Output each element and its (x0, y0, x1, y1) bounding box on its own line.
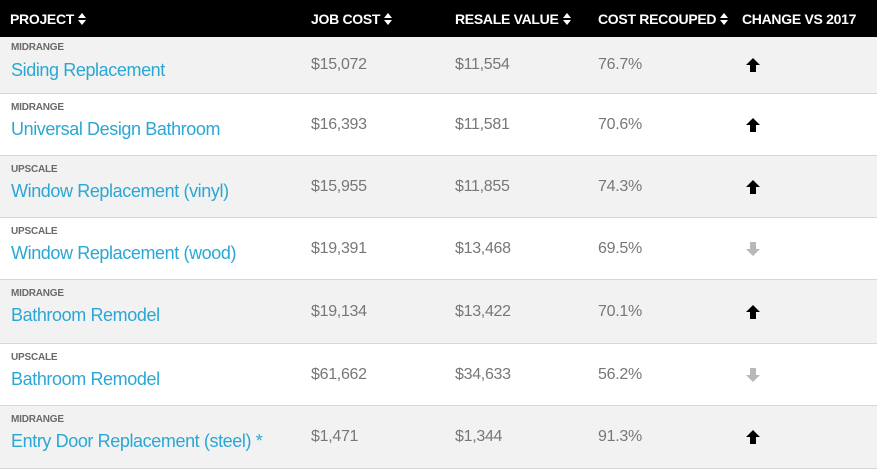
column-header-change-label: CHANGE VS 2017 (742, 11, 857, 27)
project-tier: MIDRANGE (11, 414, 64, 425)
project-tier: UPSCALE (11, 226, 58, 237)
column-header-resale-value[interactable]: RESALE VALUE (455, 11, 571, 27)
column-header-job-cost[interactable]: JOB COST (311, 11, 393, 27)
project-tier: MIDRANGE (11, 42, 64, 53)
cost-recouped-value: 69.5% (598, 239, 642, 257)
resale-value: $1,344 (455, 428, 503, 445)
column-header-change: CHANGE VS 2017 (742, 11, 856, 27)
job-cost-value: $16,393 (311, 115, 367, 133)
arrow-up-icon (746, 117, 760, 132)
project-name-link[interactable]: Window Replacement (wood) (11, 243, 237, 263)
cost-recouped-value: 56.2% (598, 365, 642, 383)
cost-recouped-value: 74.3% (598, 177, 642, 195)
column-header-resale-value-label: RESALE VALUE (455, 11, 559, 27)
project-tier: UPSCALE (11, 164, 58, 175)
table-row: UPSCALE Window Replacement (wood) $19,391 $… (0, 218, 877, 280)
project-tier: UPSCALE (11, 352, 58, 363)
table-header-row: PROJECT JOB COST RESALE VALUE COST RECOU… (0, 0, 877, 37)
job-cost-value: $15,955 (311, 177, 367, 195)
project-name-link[interactable]: Entry Door Replacement (steel) * (11, 431, 263, 451)
column-header-cost-recouped[interactable]: COST RECOUPED (598, 11, 729, 27)
job-cost-value: $61,662 (311, 365, 367, 383)
job-cost-value: $1,471 (311, 428, 359, 445)
sort-icon (78, 13, 87, 25)
table-row: MIDRANGE Entry Door Replacement (steel) *… (0, 406, 877, 469)
arrow-up-icon (746, 58, 760, 72)
arrow-up-icon (746, 179, 760, 194)
resale-value: $11,855 (455, 177, 510, 195)
column-header-project[interactable]: PROJECT (10, 11, 87, 27)
arrow-down-icon (746, 367, 760, 382)
resale-value: $13,422 (455, 302, 511, 320)
project-tier: MIDRANGE (11, 102, 64, 113)
arrow-down-icon (746, 241, 760, 256)
job-cost-value: $15,072 (311, 56, 367, 73)
project-name-link[interactable]: Universal Design Bathroom (11, 119, 221, 139)
table-body: MIDRANGE Siding Replacement $15,072 $11,554… (0, 37, 877, 469)
column-header-project-label: PROJECT (10, 11, 75, 27)
cost-recouped-value: 70.1% (598, 302, 642, 320)
table-row: UPSCALE Bathroom Remodel $61,662 $34,633 56.… (0, 344, 877, 406)
resale-value: $11,554 (455, 56, 510, 73)
table-row: MIDRANGE Bathroom Remodel $19,134 $13,422 70… (0, 280, 877, 344)
job-cost-value: $19,134 (311, 302, 367, 320)
project-name-link[interactable]: Bathroom Remodel (11, 369, 160, 389)
project-name-link[interactable]: Window Replacement (vinyl) (11, 181, 229, 201)
cost-recouped-value: 76.7% (598, 56, 642, 73)
project-name-link[interactable]: Siding Replacement (11, 60, 165, 80)
sort-icon (384, 13, 393, 25)
job-cost-value: $19,391 (311, 239, 367, 257)
resale-value: $13,468 (455, 239, 511, 257)
project-name-link[interactable]: Bathroom Remodel (11, 305, 160, 325)
resale-value: $11,581 (455, 115, 510, 133)
table-row: UPSCALE Window Replacement (vinyl) $15,955… (0, 156, 877, 218)
table-row: MIDRANGE Universal Design Bathroom $16,393… (0, 94, 877, 156)
sort-icon (562, 13, 571, 25)
column-header-job-cost-label: JOB COST (311, 11, 381, 27)
arrow-up-icon (746, 430, 760, 444)
sort-icon (720, 13, 729, 25)
project-tier: MIDRANGE (11, 288, 64, 299)
table-row: MIDRANGE Siding Replacement $15,072 $11,554… (0, 37, 877, 94)
column-header-cost-recouped-label: COST RECOUPED (598, 11, 717, 27)
resale-value: $34,633 (455, 365, 511, 383)
arrow-up-icon (746, 304, 760, 319)
cost-recouped-value: 91.3% (598, 428, 642, 445)
cost-recouped-value: 70.6% (598, 115, 642, 133)
